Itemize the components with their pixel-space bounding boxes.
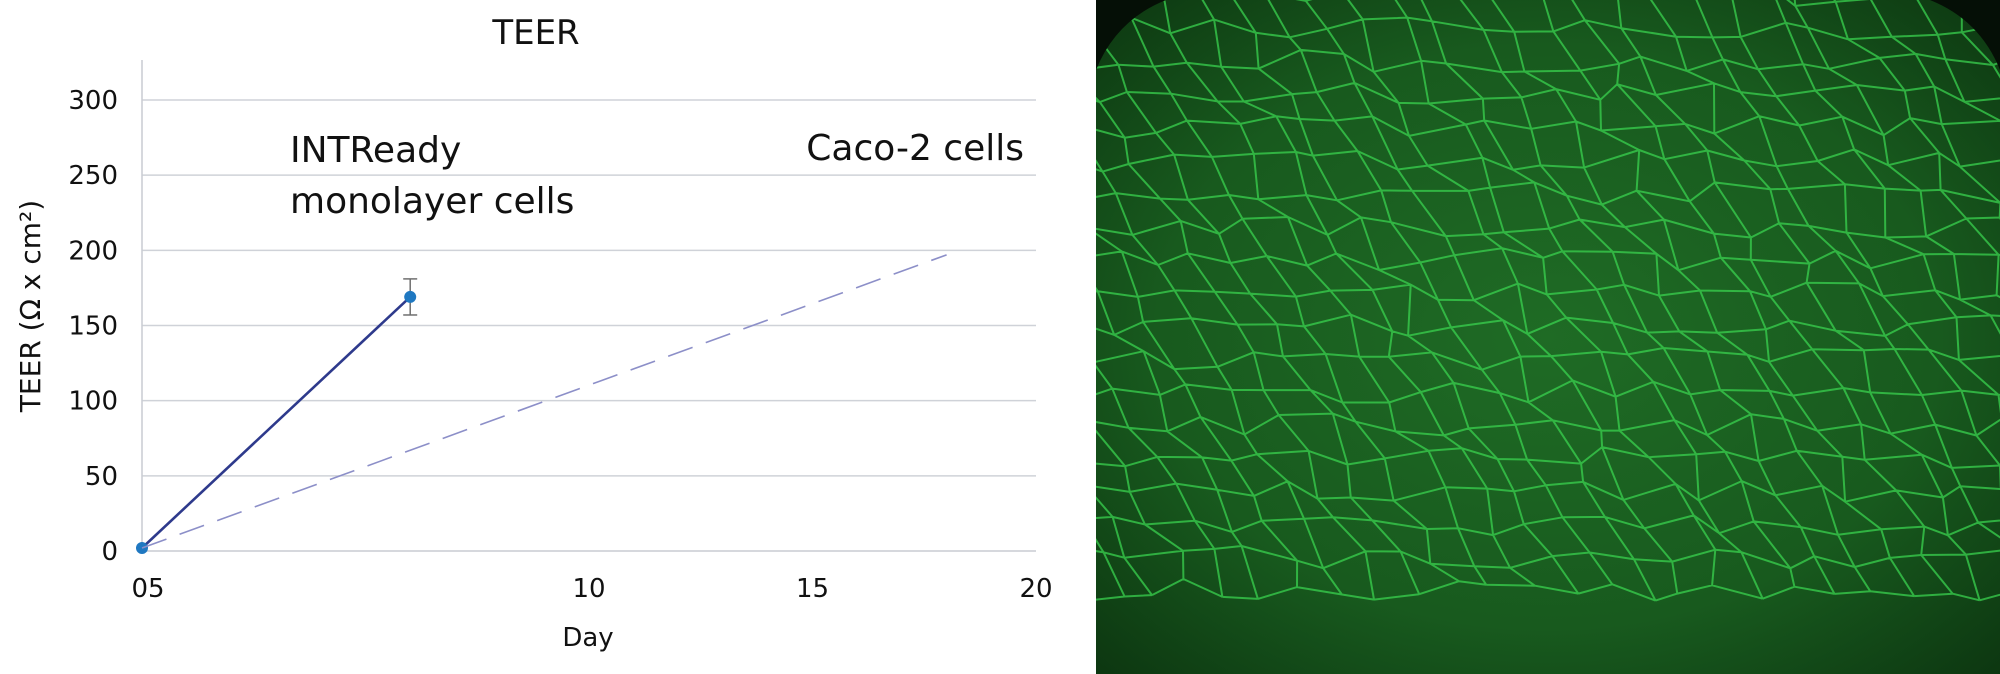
x-tick-label: 10 bbox=[572, 574, 605, 604]
cell-border-mesh bbox=[1096, 0, 2000, 602]
axes bbox=[141, 60, 1036, 552]
series-line bbox=[141, 295, 412, 549]
annotation-caco2: Caco-2 cells bbox=[806, 128, 1024, 169]
x-tick-label: 05 bbox=[131, 574, 164, 604]
y-tick-label: 200 bbox=[68, 236, 118, 266]
x-axis-label: Day bbox=[562, 623, 613, 653]
teer-chart: 0 50 100 150 200 250 300 05 10 15 20 TEER Day TEE… bbox=[14, 13, 1053, 653]
micrograph-svg bbox=[1096, 0, 2000, 674]
annotation-intready-line1: INTReady bbox=[290, 130, 461, 171]
annotation-intready-line2: monolayer cells bbox=[290, 181, 574, 222]
teer-chart-svg: 0 50 100 150 200 250 300 05 10 15 20 TEER Day TEE… bbox=[14, 13, 1053, 653]
x-tick-label: 15 bbox=[796, 574, 829, 604]
corner-shadow-top-right bbox=[1930, 0, 2000, 70]
y-tick-label: 150 bbox=[68, 312, 118, 342]
data-point bbox=[404, 290, 417, 303]
chart-title: TEER bbox=[491, 13, 579, 53]
x-tick-labels: 05 10 15 20 bbox=[131, 574, 1052, 604]
y-tick-label: 100 bbox=[68, 387, 118, 417]
cell-borders bbox=[1096, 0, 2000, 602]
y-axis-label: TEER (Ω x cm²) bbox=[14, 200, 47, 413]
corner-shadow-top-left bbox=[1096, 0, 1166, 70]
series bbox=[136, 254, 947, 554]
gridlines bbox=[142, 99, 1036, 477]
cell-monolayer-image bbox=[1096, 0, 2000, 674]
y-tick-label: 250 bbox=[68, 161, 118, 191]
y-tick-label: 0 bbox=[101, 537, 118, 567]
series-line bbox=[141, 254, 947, 549]
y-tick-label: 300 bbox=[68, 86, 118, 116]
y-tick-labels: 0 50 100 150 200 250 300 bbox=[68, 86, 118, 567]
y-tick-label: 50 bbox=[85, 462, 118, 492]
x-tick-label: 20 bbox=[1019, 574, 1052, 604]
